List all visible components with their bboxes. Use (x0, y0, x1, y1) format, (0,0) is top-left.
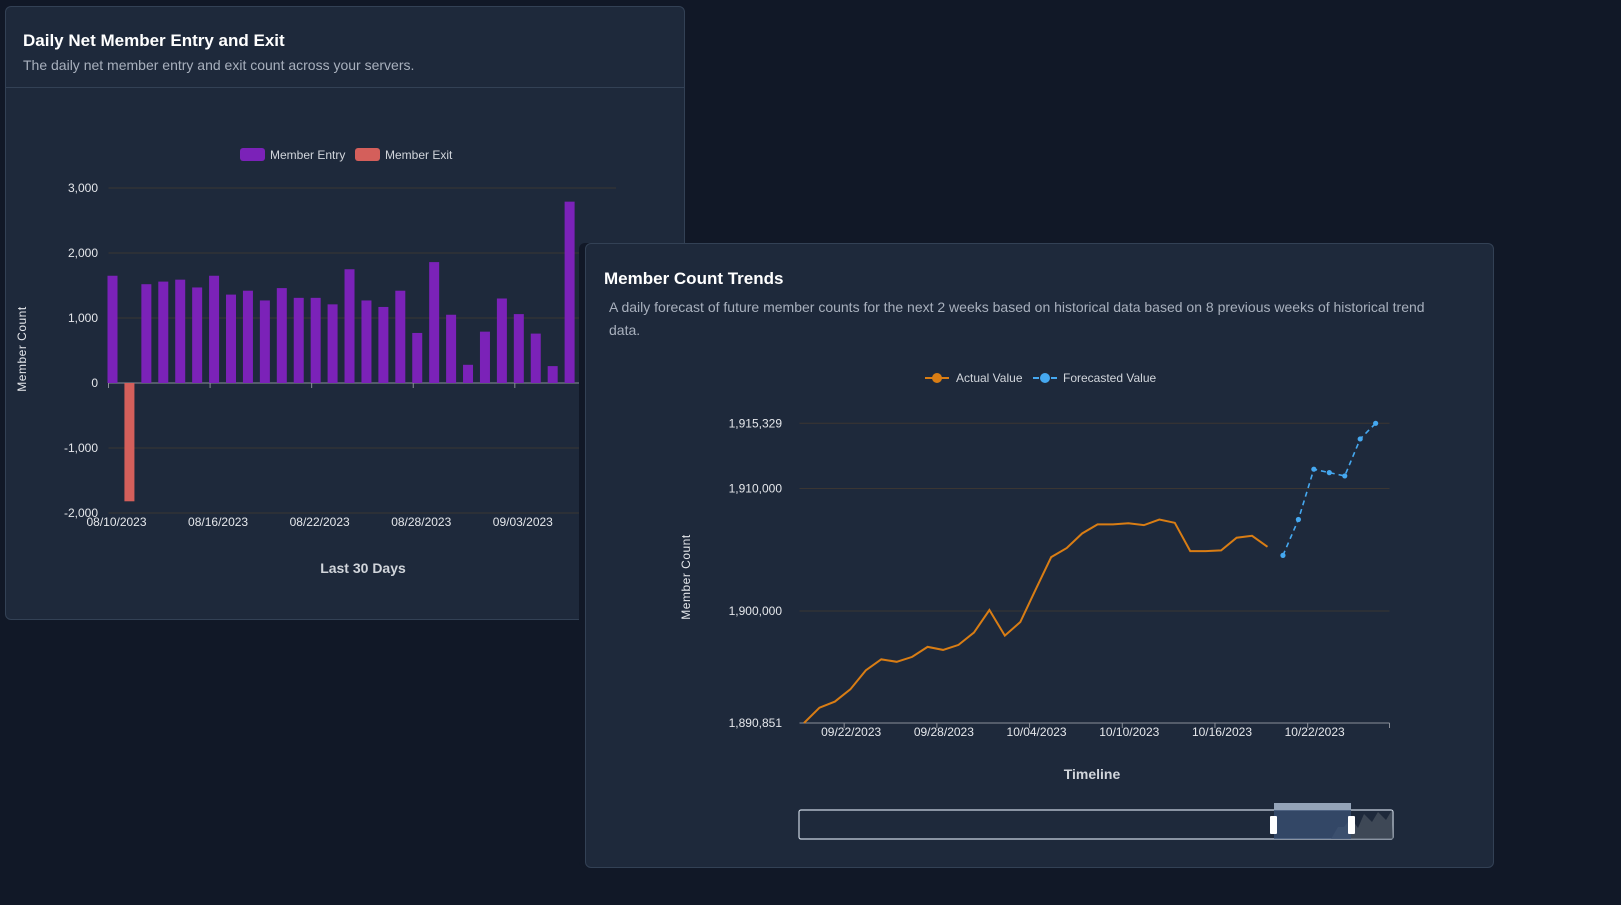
y-tick-label: 3,000 (68, 181, 98, 195)
forecast-point[interactable] (1357, 436, 1363, 442)
y-tick-label: -2,000 (64, 506, 98, 520)
x-tick-label: 08/16/2023 (188, 515, 248, 529)
legend-swatch-entry[interactable] (240, 148, 265, 161)
y-tick-label: 1,910,000 (729, 482, 783, 496)
entry-bar (327, 304, 338, 383)
entry-bar (564, 201, 575, 383)
entry-bar (192, 287, 203, 383)
x-tick-label: 10/22/2023 (1285, 725, 1345, 739)
x-axis-label: Last 30 Days (320, 560, 406, 576)
entry-bar (158, 281, 169, 383)
y-tick-label: 1,890,851 (729, 716, 783, 730)
y-tick-label: 1,900,000 (729, 604, 783, 618)
entry-bar (310, 297, 321, 383)
legend-marker-actual[interactable] (932, 373, 942, 383)
x-tick-label: 08/28/2023 (391, 515, 451, 529)
y-tick-label: -1,000 (64, 441, 98, 455)
entry-bar (463, 364, 474, 383)
forecast-point[interactable] (1373, 420, 1379, 426)
legend-label-forecast: Forecasted Value (1063, 371, 1156, 385)
member-trends-line-chart: 1,915,329 1,910,000 1,900,000 1,890,851 09/2… (679, 371, 1394, 840)
forecast-point[interactable] (1311, 466, 1317, 472)
zoom-slider-selection[interactable] (1274, 810, 1351, 839)
entry-bar (378, 306, 389, 383)
x-tick-label: 10/16/2023 (1192, 725, 1252, 739)
entry-bar (107, 275, 118, 383)
x-tick-label: 08/22/2023 (290, 515, 350, 529)
actual-value-line (803, 518, 1269, 724)
entry-bar (226, 294, 237, 383)
entry-bar (361, 300, 372, 383)
zoom-slider-right-handle[interactable] (1348, 816, 1355, 834)
entry-bar (276, 288, 287, 383)
legend-swatch-exit[interactable] (355, 148, 380, 161)
legend-label-actual: Actual Value (956, 371, 1023, 385)
x-tick-label: 09/28/2023 (914, 725, 974, 739)
entry-bar (446, 314, 457, 383)
entry-bar (412, 332, 423, 383)
entry-bar (547, 366, 558, 383)
exit-bar (124, 383, 135, 502)
x-tick-label: 09/22/2023 (821, 725, 881, 739)
entry-bar (175, 279, 186, 383)
entry-bar (513, 314, 524, 383)
forecast-point[interactable] (1295, 516, 1301, 523)
entry-bar (344, 269, 355, 383)
forecast-point[interactable] (1342, 473, 1348, 479)
member-trends-panel: Member Count Trends A daily forecast of … (585, 243, 1494, 868)
entry-bar (496, 298, 507, 383)
y-tick-label: 1,915,329 (729, 416, 783, 430)
entry-bar (242, 290, 253, 383)
zoom-slider-left-handle[interactable] (1270, 816, 1277, 834)
entry-bar (395, 290, 406, 383)
entry-bar (479, 331, 490, 383)
legend-label-exit: Member Exit (385, 148, 453, 162)
entry-bar (293, 297, 304, 383)
x-tick-label: 10/04/2023 (1007, 725, 1067, 739)
y-tick-label: 0 (91, 376, 98, 390)
forecast-point[interactable] (1280, 552, 1286, 558)
forecast-point[interactable] (1326, 470, 1332, 476)
y-tick-label: 2,000 (68, 246, 98, 260)
x-tick-label: 09/03/2023 (493, 515, 553, 529)
entry-bar (259, 300, 270, 383)
divider (6, 87, 684, 88)
panel-subtitle: A daily forecast of future member counts… (609, 299, 1425, 338)
x-axis-label: Timeline (1064, 766, 1121, 782)
y-tick-label: 1,000 (68, 311, 98, 325)
zoom-slider-track[interactable] (798, 809, 1394, 840)
legend-label-entry: Member Entry (270, 148, 345, 162)
entry-exit-panel: Daily Net Member Entry and Exit The dail… (5, 6, 685, 620)
zoom-slider-move-handle[interactable] (1274, 803, 1351, 810)
entry-bar (209, 275, 220, 383)
panel-subtitle: The daily net member entry and exit coun… (23, 57, 415, 73)
entry-bar (429, 262, 440, 383)
entry-bar (141, 284, 152, 383)
panel-title: Member Count Trends (604, 269, 784, 288)
panel-title: Daily Net Member Entry and Exit (23, 31, 285, 50)
entry-bar (530, 333, 541, 383)
legend-marker-forecast[interactable] (1040, 373, 1050, 383)
y-axis-label: Member Count (679, 534, 693, 620)
forecast-value-line (1282, 422, 1377, 556)
y-axis-label: Member Count (15, 306, 29, 392)
x-tick-label: 08/10/2023 (86, 515, 146, 529)
x-tick-label: 10/10/2023 (1099, 725, 1159, 739)
